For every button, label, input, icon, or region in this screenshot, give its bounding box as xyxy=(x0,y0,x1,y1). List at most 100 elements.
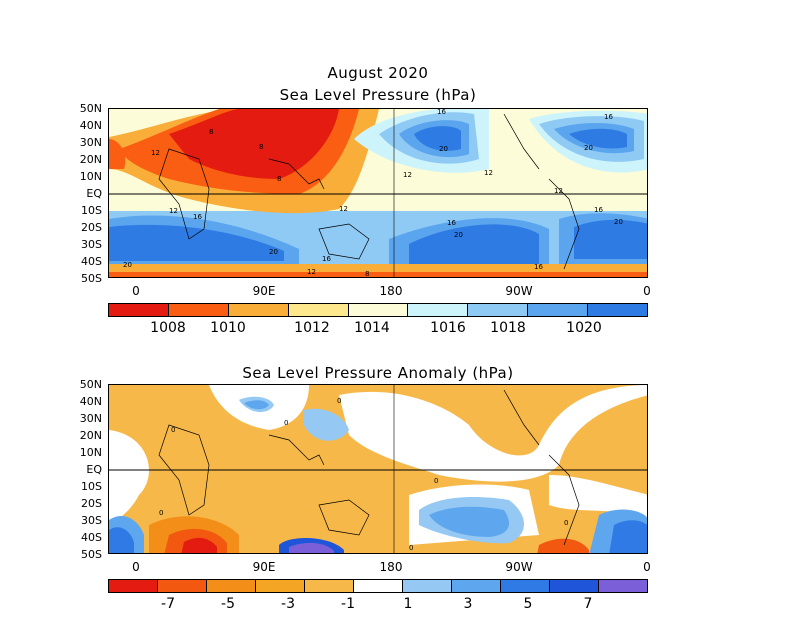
panel2-contour-label-group: 0 0 0 0 0 0 0 xyxy=(159,397,568,552)
anom-pos-spac-core xyxy=(429,506,509,537)
colorbar-label: -5 xyxy=(221,596,235,612)
colorbar-label: -1 xyxy=(341,596,355,612)
field-south-low-core xyxy=(109,272,647,277)
colorbar-label: 1018 xyxy=(490,320,526,336)
lat-label: 30S xyxy=(81,514,102,527)
colorbar-swatch xyxy=(550,580,599,592)
contour-label: 12 xyxy=(307,268,316,276)
south-america-coastline xyxy=(548,178,580,270)
contour-label: 0 xyxy=(434,477,438,485)
lat-label: 20N xyxy=(79,153,102,166)
panel2-map-svg: 0 0 0 0 0 0 0 xyxy=(109,385,647,553)
lat-label: 50S xyxy=(81,272,102,285)
lat-label: 30N xyxy=(79,412,102,425)
lon-label: 0 xyxy=(643,560,651,574)
contour-label: 12 xyxy=(169,207,178,215)
contour-label: 20 xyxy=(614,218,623,226)
contour-label: 8 xyxy=(277,175,281,183)
anom-pos-npac xyxy=(304,408,349,441)
lon-label: 90E xyxy=(252,560,276,574)
lon-label: 180 xyxy=(379,284,403,298)
contour-label: 8 xyxy=(259,143,263,151)
lat-label: 10N xyxy=(79,170,102,183)
contour-label: 20 xyxy=(454,231,463,239)
anom-pos-spole-core xyxy=(289,542,334,553)
panel1-slp-map: 8 8 8 12 12 12 12 12 12 16 16 16 16 16 1… xyxy=(108,108,648,278)
colorbar-swatch xyxy=(305,580,354,592)
contour-label: 8 xyxy=(209,128,213,136)
lat-label: 40N xyxy=(79,395,102,408)
colorbar-swatch xyxy=(528,304,589,316)
south-america-coastline xyxy=(548,454,580,546)
panel2-anomaly-map: 0 0 0 0 0 0 0 xyxy=(108,384,648,554)
north-america-coastline xyxy=(503,113,540,170)
lon-label: 180 xyxy=(379,560,403,574)
colorbar-label: 1012 xyxy=(294,320,330,336)
australia-coastline xyxy=(318,499,370,536)
colorbar-label: 1 xyxy=(403,596,413,612)
lon-label: 90W xyxy=(505,284,533,298)
colorbar-swatch xyxy=(452,580,501,592)
colorbar-swatch xyxy=(403,580,452,592)
colorbar-label: -3 xyxy=(281,596,295,612)
contour-label: 16 xyxy=(437,109,446,116)
field-asia-low-core xyxy=(169,109,339,179)
colorbar-label: 1016 xyxy=(430,320,466,336)
panel1-contour-label-group: 8 8 8 12 12 12 12 12 12 16 16 16 16 16 1… xyxy=(123,109,623,278)
contour-label: 0 xyxy=(337,397,341,405)
colorbar-swatch xyxy=(599,580,647,592)
lat-label: 40S xyxy=(81,531,102,544)
contour-label: 12 xyxy=(403,171,412,179)
colorbar-swatch xyxy=(228,304,289,316)
lat-label: 50N xyxy=(79,378,102,391)
colorbar-swatch xyxy=(348,304,409,316)
contour-label: 16 xyxy=(594,206,603,214)
lat-label: 10S xyxy=(81,204,102,217)
lat-label: 10N xyxy=(79,446,102,459)
anom-zero-atl-west xyxy=(109,430,149,525)
asia-coastline xyxy=(268,158,325,190)
anom-pos-asia-core xyxy=(244,400,269,410)
field-sahara-low xyxy=(109,139,126,169)
colorbar-swatch xyxy=(168,304,229,316)
contour-label: 20 xyxy=(439,145,448,153)
colorbar-label: 1010 xyxy=(210,320,246,336)
lat-label: EQ xyxy=(86,463,102,476)
lat-label: 40N xyxy=(79,119,102,132)
panel1-colorbar xyxy=(108,303,648,317)
panel2-title: Sea Level Pressure Anomaly (hPa) xyxy=(242,364,514,382)
anom-pos-se-atl-core xyxy=(609,520,647,553)
lat-label: 30S xyxy=(81,238,102,251)
contour-label: 0 xyxy=(159,509,163,517)
contour-label: 0 xyxy=(409,544,413,552)
lon-label: 90E xyxy=(252,284,276,298)
lat-label: 30N xyxy=(79,136,102,149)
panel1-map-svg: 8 8 8 12 12 12 12 12 12 16 16 16 16 16 1… xyxy=(109,109,647,278)
lon-label: 90W xyxy=(505,560,533,574)
field-natl-core xyxy=(569,128,627,149)
contour-label: 12 xyxy=(151,149,160,157)
contour-label: 16 xyxy=(447,219,456,227)
africa-coastline xyxy=(158,424,210,516)
panel1-title-month: August 2020 xyxy=(327,64,429,82)
lat-label: 40S xyxy=(81,255,102,268)
africa-coastline xyxy=(158,148,210,240)
contour-label: 8 xyxy=(365,270,369,278)
lat-label: 50N xyxy=(79,102,102,115)
contour-label: 0 xyxy=(171,426,175,434)
lon-label: 0 xyxy=(132,560,140,574)
contour-label: 16 xyxy=(193,213,202,221)
colorbar-label: 1014 xyxy=(354,320,390,336)
field-atlantic-core xyxy=(574,219,647,259)
anom-pos-satl-core xyxy=(109,527,134,553)
contour-label: 16 xyxy=(322,255,331,263)
lat-label: 20S xyxy=(81,497,102,510)
colorbar-swatch xyxy=(468,304,529,316)
contour-label: 20 xyxy=(584,144,593,152)
anom-zero-pacific xyxy=(339,385,647,482)
colorbar-swatch xyxy=(288,304,349,316)
colorbar-swatch xyxy=(501,580,550,592)
anom-neg-sindian-core xyxy=(181,537,217,553)
colorbar-label: 1020 xyxy=(566,320,602,336)
north-america-coastline xyxy=(503,389,540,446)
